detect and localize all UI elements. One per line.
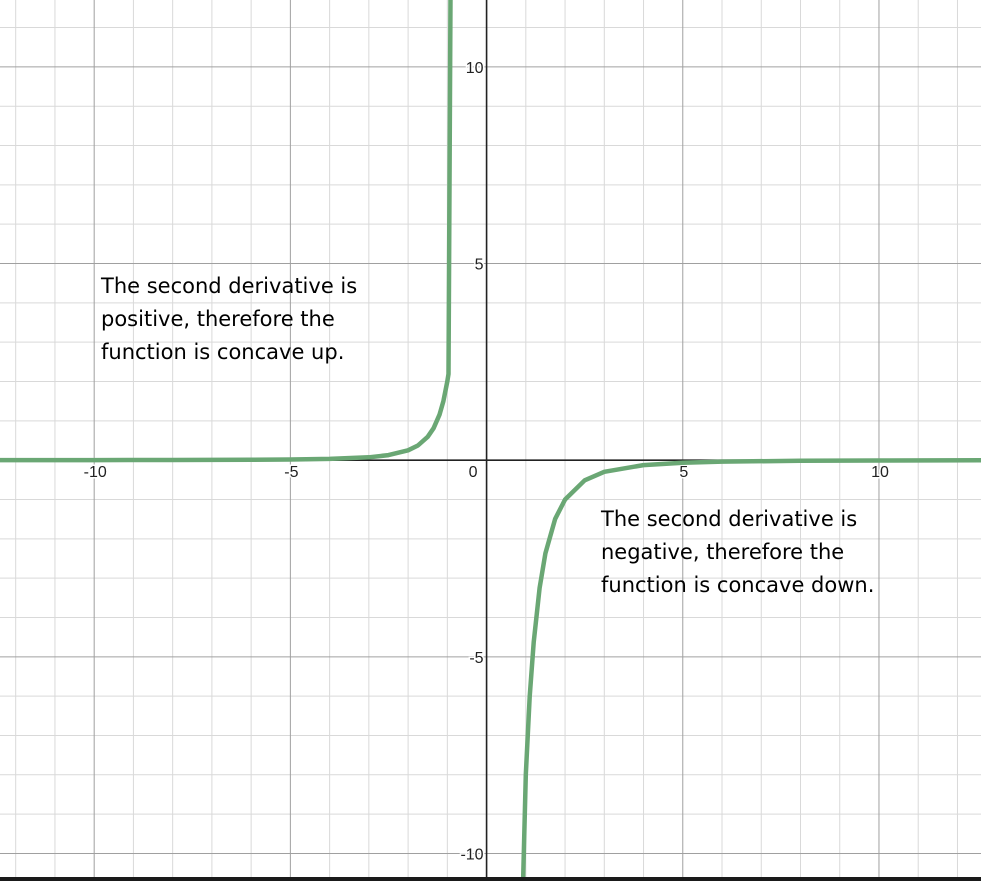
curve-branch-right bbox=[520, 458, 981, 881]
x-tick-label: 5 bbox=[679, 464, 688, 481]
annotation-concave-down: The second derivative is negative, there… bbox=[601, 503, 874, 602]
annotation-line: positive, therefore the bbox=[101, 307, 335, 331]
bottom-edge-bar bbox=[0, 877, 981, 881]
annotation-line: function is concave down. bbox=[601, 573, 875, 597]
annotation-line: The second derivative is bbox=[601, 507, 858, 531]
x-tick-label: 0 bbox=[469, 464, 478, 481]
annotation-line: function is concave up. bbox=[101, 340, 345, 364]
y-tick-label: 10 bbox=[466, 60, 484, 77]
tick-labels: -10 -5 0 5 10 10 5 -5 -10 bbox=[82, 58, 890, 865]
curve-branch-left bbox=[0, 0, 453, 463]
y-tick-label: -5 bbox=[469, 650, 483, 667]
y-tick-label: 5 bbox=[475, 257, 484, 274]
annotation-line: negative, therefore the bbox=[601, 540, 845, 564]
annotation-line: The second derivative is bbox=[101, 274, 358, 298]
y-tick-label: -10 bbox=[460, 846, 483, 863]
x-tick-label: -5 bbox=[284, 464, 298, 481]
annotation-concave-up: The second derivative is positive, there… bbox=[101, 270, 357, 369]
x-tick-label: 10 bbox=[871, 464, 889, 481]
x-tick-label: -10 bbox=[84, 464, 107, 481]
